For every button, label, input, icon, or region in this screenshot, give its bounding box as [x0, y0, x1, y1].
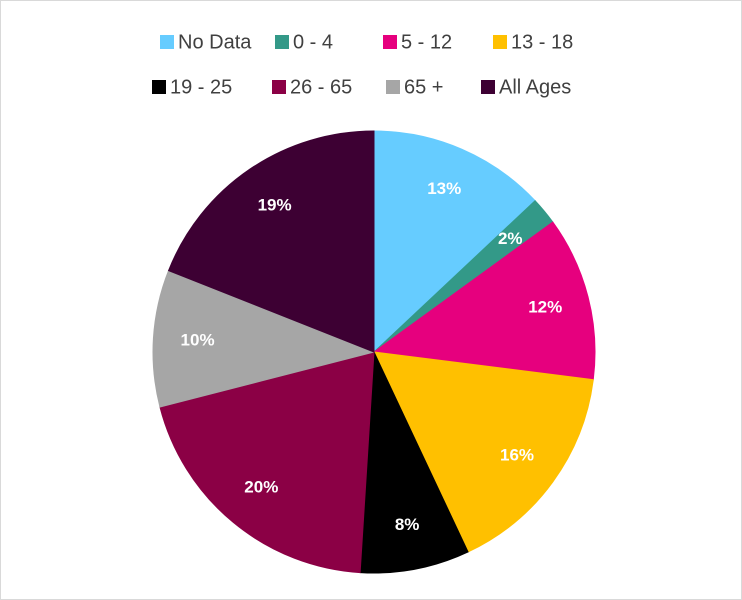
legend-swatch: [152, 80, 166, 94]
data-label: 2%: [498, 229, 523, 248]
data-label: 19%: [258, 195, 292, 214]
legend-label: 19 - 25: [170, 76, 232, 98]
legend-label: All Ages: [499, 76, 571, 98]
legend-swatch: [493, 35, 507, 49]
pie-slice: [373, 130, 536, 354]
legend-swatch: [275, 35, 289, 49]
pie-slice: [152, 269, 376, 408]
legend-label: 65 +: [404, 76, 443, 98]
legend-swatch: [481, 80, 495, 94]
legend-label: 5 - 12: [401, 31, 452, 53]
pie-slice: [159, 351, 375, 574]
data-label: 10%: [181, 330, 215, 349]
legend-label: 0 - 4: [293, 31, 333, 53]
data-label: 8%: [395, 515, 420, 534]
legend-swatch: [272, 80, 286, 94]
pie-slice: [359, 351, 469, 574]
legend-swatch: [383, 35, 397, 49]
legend-swatch: [386, 80, 400, 94]
pie-slice: [167, 130, 375, 353]
pie-slice: [372, 221, 596, 381]
data-label: 13%: [427, 179, 461, 198]
legend-label: No Data: [178, 31, 252, 53]
legend-label: 26 - 65: [290, 76, 352, 98]
data-label: 12%: [528, 298, 562, 317]
data-label: 16%: [500, 445, 534, 464]
legend-swatch: [160, 35, 174, 49]
pie-slice: [373, 351, 594, 553]
legend-label: 13 - 18: [511, 31, 573, 53]
data-label: 20%: [244, 478, 278, 497]
